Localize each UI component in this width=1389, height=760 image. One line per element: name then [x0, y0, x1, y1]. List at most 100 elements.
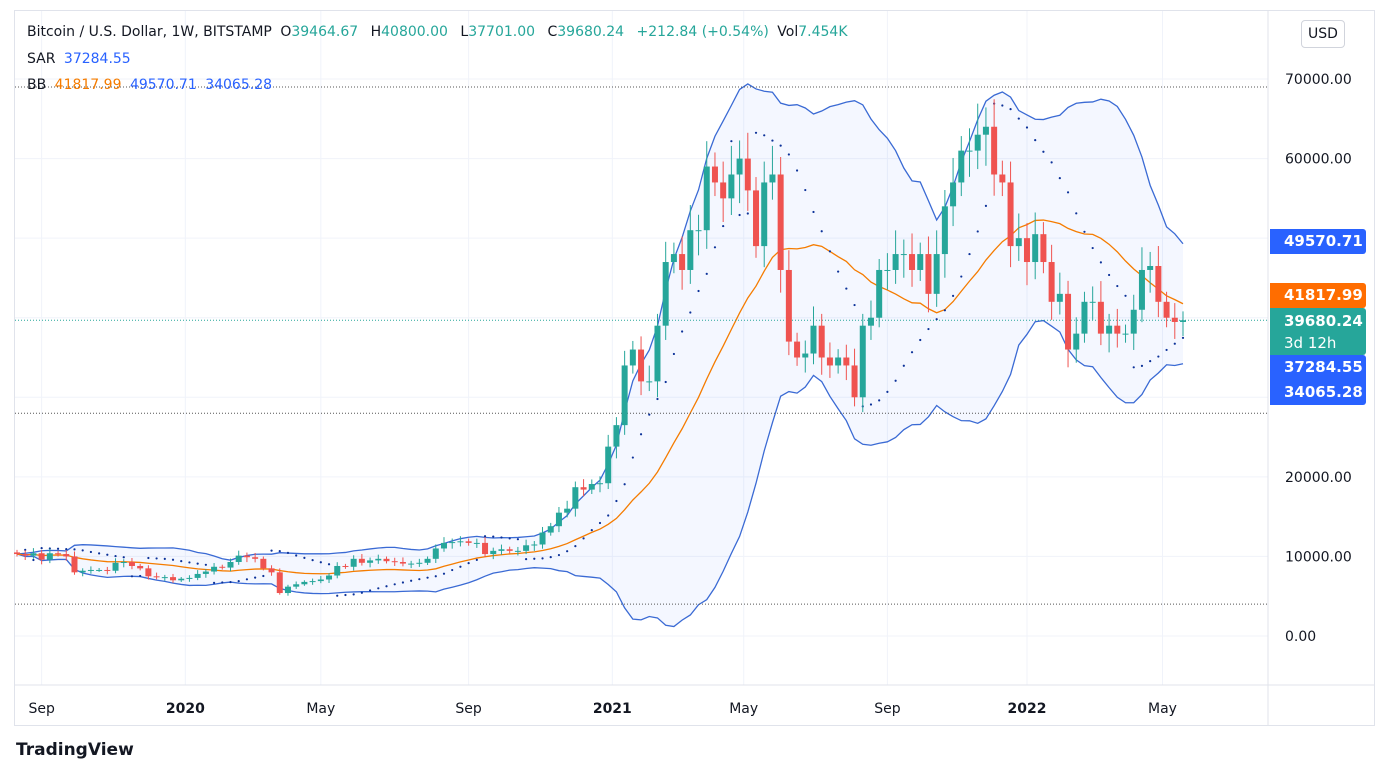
sar-dot [533, 557, 536, 560]
candle-body [991, 126, 998, 175]
candle-body [46, 553, 53, 560]
sar-dot [779, 144, 782, 147]
candle-body [243, 555, 250, 558]
candle-body [974, 134, 981, 151]
sar-dot [615, 499, 618, 503]
candle-body [1138, 269, 1145, 310]
price-tick-label: 60000.00 [1285, 152, 1352, 168]
bb-legend[interactable]: BB 41817.99 49570.71 34065.28 [27, 77, 276, 93]
sar-legend[interactable]: SAR 37284.55 [27, 51, 135, 67]
sar-dot [377, 587, 380, 590]
candle-body [835, 357, 842, 366]
sar-dot [73, 548, 76, 551]
candle-body [1163, 301, 1170, 318]
candle-body [629, 349, 636, 366]
candle-body [465, 541, 472, 543]
candle-body [703, 166, 710, 231]
sar-dot [40, 547, 43, 550]
low-label: L [460, 24, 469, 40]
candle-body [358, 558, 365, 563]
candle-body [120, 561, 127, 563]
sar-dot [705, 272, 708, 275]
price-tick-label: 0.00 [1285, 629, 1316, 645]
sar-dot [1058, 177, 1061, 180]
sar-dot [566, 550, 569, 553]
candle-body [87, 569, 94, 571]
sar-dot [1091, 246, 1094, 250]
tradingview-logo[interactable]: TradingView [16, 740, 134, 760]
sar-dot [787, 153, 790, 156]
candle-body [555, 512, 562, 527]
sar-dot [976, 230, 979, 233]
price-tick-label: 20000.00 [1285, 470, 1352, 486]
sar-dot [278, 550, 281, 553]
candle-body [391, 561, 398, 563]
sar-price-label: 37284.55 [1284, 358, 1363, 376]
sar-dot [771, 139, 774, 142]
candle-body [777, 174, 784, 270]
candle-body [293, 584, 300, 587]
sar-dot [139, 574, 142, 578]
candle-body [728, 174, 735, 199]
time-tick-label: May [729, 701, 758, 717]
candle-body [1007, 182, 1014, 247]
candle-body [982, 126, 989, 135]
sar-dot [401, 581, 405, 584]
candle-body [104, 569, 111, 571]
sar-dot [286, 551, 290, 554]
candle-body [597, 483, 603, 485]
candle-body [498, 549, 505, 551]
sar-dot [188, 561, 191, 564]
sar-dot [697, 289, 700, 293]
sar-dot [229, 580, 232, 584]
candle-body [679, 254, 686, 270]
sar-dot [451, 568, 454, 572]
candle-body [818, 325, 825, 358]
last-price-label: 39680.24 3d 12h [1270, 308, 1366, 355]
sar-dot [56, 547, 60, 550]
sar-dot [820, 230, 823, 233]
candle-body [375, 558, 382, 561]
candle-body [646, 381, 653, 383]
ohlc-legend: Bitcoin / U.S. Dollar, 1W, BITSTAMP O394… [27, 24, 856, 40]
candle-body [1040, 234, 1047, 263]
sar-dot [631, 456, 634, 459]
sar-dot [516, 538, 519, 541]
sar-dot [763, 134, 766, 137]
candle-body [1097, 301, 1104, 334]
candle-body [473, 542, 480, 544]
currency-button[interactable]: USD [1301, 20, 1345, 48]
candle-body [950, 182, 957, 207]
candle-body [1048, 262, 1055, 302]
candle-body [490, 550, 497, 555]
sar-dot [927, 327, 930, 331]
candle-body [876, 269, 883, 318]
sar-dot [935, 318, 938, 321]
sar-dot [262, 574, 265, 578]
candle-body [432, 548, 439, 559]
sar-dot [24, 548, 27, 551]
candle-body [137, 565, 144, 569]
candle-body [867, 317, 874, 326]
candle-body [449, 542, 456, 544]
sar-dot [221, 581, 224, 584]
sar-dot [1124, 294, 1127, 297]
sar-dot [902, 364, 905, 367]
sar-dot [1099, 261, 1102, 264]
candle-body [711, 166, 718, 183]
last-price-value: 39680.24 [1284, 312, 1363, 330]
sar-dot [65, 547, 68, 551]
candle-body [941, 206, 948, 255]
candle-body [326, 575, 333, 580]
bb-basis-value: 41817.99 [54, 77, 122, 93]
sar-dot [270, 549, 273, 552]
sar-dot [590, 529, 593, 532]
sar-dot [951, 294, 955, 297]
sar-dot [311, 559, 314, 562]
price-tick-label: 70000.00 [1285, 72, 1352, 88]
candle-body [1130, 309, 1137, 334]
candle-body [1114, 325, 1121, 334]
sar-dot [81, 549, 84, 552]
candle-body [588, 484, 595, 490]
